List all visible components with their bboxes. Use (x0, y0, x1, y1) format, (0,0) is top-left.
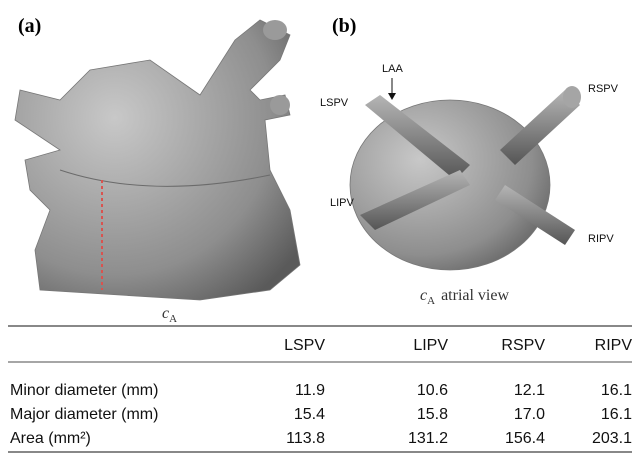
column-header: LSPV (284, 337, 325, 354)
cell: 16.1 (601, 382, 632, 399)
cell: 15.8 (417, 406, 448, 423)
caption: cA (162, 305, 177, 325)
column-header: LIPV (413, 337, 448, 354)
panel-label: (b) (332, 15, 356, 37)
cell: 113.8 (286, 430, 325, 447)
cell: 16.1 (601, 406, 632, 423)
atrium-b (349, 78, 581, 271)
cell: 17.0 (514, 406, 545, 423)
row-label: Major diameter (mm) (10, 406, 158, 423)
annotation: RIPV (588, 233, 614, 245)
panel-label: (a) (18, 15, 41, 37)
annotation: RSPV (588, 83, 619, 95)
cell: 11.9 (295, 382, 325, 399)
cell: 12.1 (514, 382, 545, 399)
cell: 131.2 (408, 430, 448, 447)
annotation: LAA (382, 63, 403, 75)
row-label: Minor diameter (mm) (10, 382, 158, 399)
table: LSPV LIPV RSPV RIPV Minor diameter (mm) 11.9 1… (10, 337, 632, 447)
cell: 10.6 (417, 382, 448, 399)
annotation: LSPV (320, 97, 349, 109)
column-header: RIPV (595, 337, 633, 354)
cell: 15.4 (294, 406, 325, 423)
row-label: Area (mm²) (10, 430, 91, 447)
annotation: LIPV (330, 197, 355, 209)
atrium-a (14, 19, 301, 301)
cell: 203.1 (592, 430, 632, 447)
caption: cA atrial view (420, 287, 509, 307)
cell: 156.4 (505, 430, 545, 447)
column-header: RSPV (501, 337, 545, 354)
